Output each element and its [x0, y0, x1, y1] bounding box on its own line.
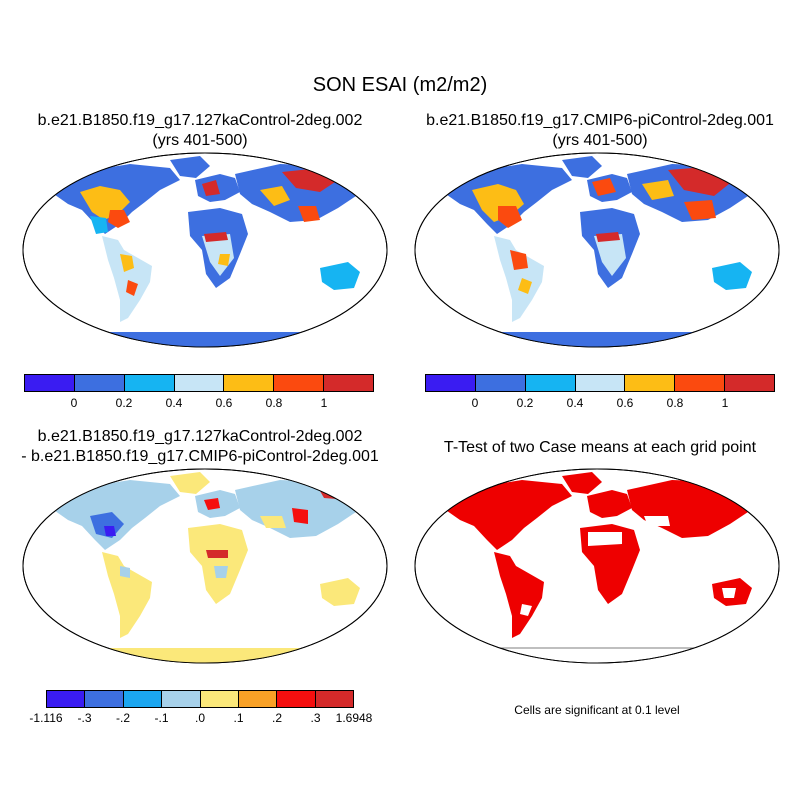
colorbar-tick-label: 0.8: [265, 396, 283, 410]
colorbar-swatch: [525, 375, 576, 391]
colorbar-swatch: [124, 375, 175, 391]
panel-diff-title-line1: b.e21.B1850.f19_g17.127kaControl-2deg.00…: [37, 428, 363, 445]
colorbar-swatch: [315, 691, 353, 707]
colorbar-swatch: [426, 375, 476, 391]
colorbar-diff: [46, 690, 354, 708]
map-case1: [22, 152, 388, 348]
colorbar-case2-ticks: 0 0.2 0.4 0.6 0.8 1: [425, 396, 775, 412]
colorbar-case1: [24, 374, 374, 392]
colorbar-tick-label: 1: [320, 396, 328, 410]
colorbar-tick-label: -1.116: [29, 711, 63, 725]
colorbar-tick-label: -.3: [77, 711, 92, 725]
panel-diff-title-line2: - b.e21.B1850.f19_g17.CMIP6-piControl-2d…: [21, 448, 379, 465]
panel-case1-title-line2: (yrs 401-500): [152, 132, 248, 149]
colorbar-swatch: [162, 691, 201, 707]
colorbar-tick-label: 0.2: [516, 396, 534, 410]
colorbar-swatch: [123, 691, 163, 707]
colorbar-swatch: [47, 691, 86, 707]
colorbar-tick-label: 0: [471, 396, 479, 410]
colorbar-swatch: [85, 691, 124, 707]
panel-case2-title: b.e21.B1850.f19_g17.CMIP6-piControl-2deg…: [400, 111, 800, 151]
colorbar-tick-label: 0: [70, 396, 78, 410]
colorbar-case2: [425, 374, 775, 392]
colorbar-diff-ticks: -1.116 -.3 -.2 -.1 .0 .1 .2 .3 1.6948: [29, 711, 372, 727]
panel-ttest-title: T-Test of two Case means at each grid po…: [400, 438, 800, 458]
colorbar-tick-label: -.2: [115, 711, 131, 725]
colorbar-tick-label: 1: [721, 396, 729, 410]
colorbar-tick-label: .2: [271, 711, 283, 725]
colorbar-swatch: [475, 375, 526, 391]
colorbar-tick-label: -.1: [154, 711, 169, 725]
colorbar-tick-label: .0: [194, 711, 206, 725]
colorbar-swatch: [224, 375, 275, 391]
panel-case1-title-line1: b.e21.B1850.f19_g17.127kaControl-2deg.00…: [37, 112, 363, 129]
colorbar-swatch: [25, 375, 75, 391]
colorbar-tick-label: 0.4: [165, 396, 183, 410]
colorbar-tick-label: 0.4: [566, 396, 584, 410]
figure-title: SON ESAI (m2/m2): [312, 74, 488, 96]
map-case2: [414, 152, 780, 348]
map-diff: [22, 468, 388, 664]
colorbar-tick-label: 1.6948: [335, 711, 373, 725]
colorbar-tick-label: .1: [233, 711, 244, 725]
panel-diff-title: b.e21.B1850.f19_g17.127kaControl-2deg.00…: [0, 427, 400, 467]
colorbar-tick-label: .3: [310, 711, 321, 725]
panel-ttest-title-line1: T-Test of two Case means at each grid po…: [443, 439, 757, 456]
colorbar-tick-label: 0.6: [215, 396, 233, 410]
significance-note: Cells are significant at 0.1 level: [514, 703, 680, 717]
colorbar-case1-ticks: 0 0.2 0.4 0.6 0.8 1: [24, 396, 374, 412]
colorbar-swatch: [174, 375, 225, 391]
ttest-significant-cells: [421, 472, 773, 663]
colorbar-swatch: [200, 691, 239, 707]
colorbar-swatch: [274, 375, 325, 391]
colorbar-swatch: [725, 375, 775, 391]
colorbar-swatch: [277, 691, 316, 707]
colorbar-swatch: [74, 375, 125, 391]
panel-case2-title-line2: (yrs 401-500): [552, 132, 648, 149]
colorbar-swatch: [625, 375, 676, 391]
colorbar-swatch: [238, 691, 278, 707]
panel-case2-title-line1: b.e21.B1850.f19_g17.CMIP6-piControl-2deg…: [426, 112, 774, 129]
colorbar-swatch: [324, 375, 374, 391]
colorbar-swatch: [675, 375, 726, 391]
colorbar-swatch: [575, 375, 626, 391]
colorbar-tick-label: 0.8: [666, 396, 684, 410]
map-ttest: [414, 468, 780, 664]
panel-case1-title: b.e21.B1850.f19_g17.127kaControl-2deg.00…: [0, 111, 400, 151]
colorbar-tick-label: 0.6: [616, 396, 634, 410]
colorbar-tick-label: 0.2: [115, 396, 133, 410]
